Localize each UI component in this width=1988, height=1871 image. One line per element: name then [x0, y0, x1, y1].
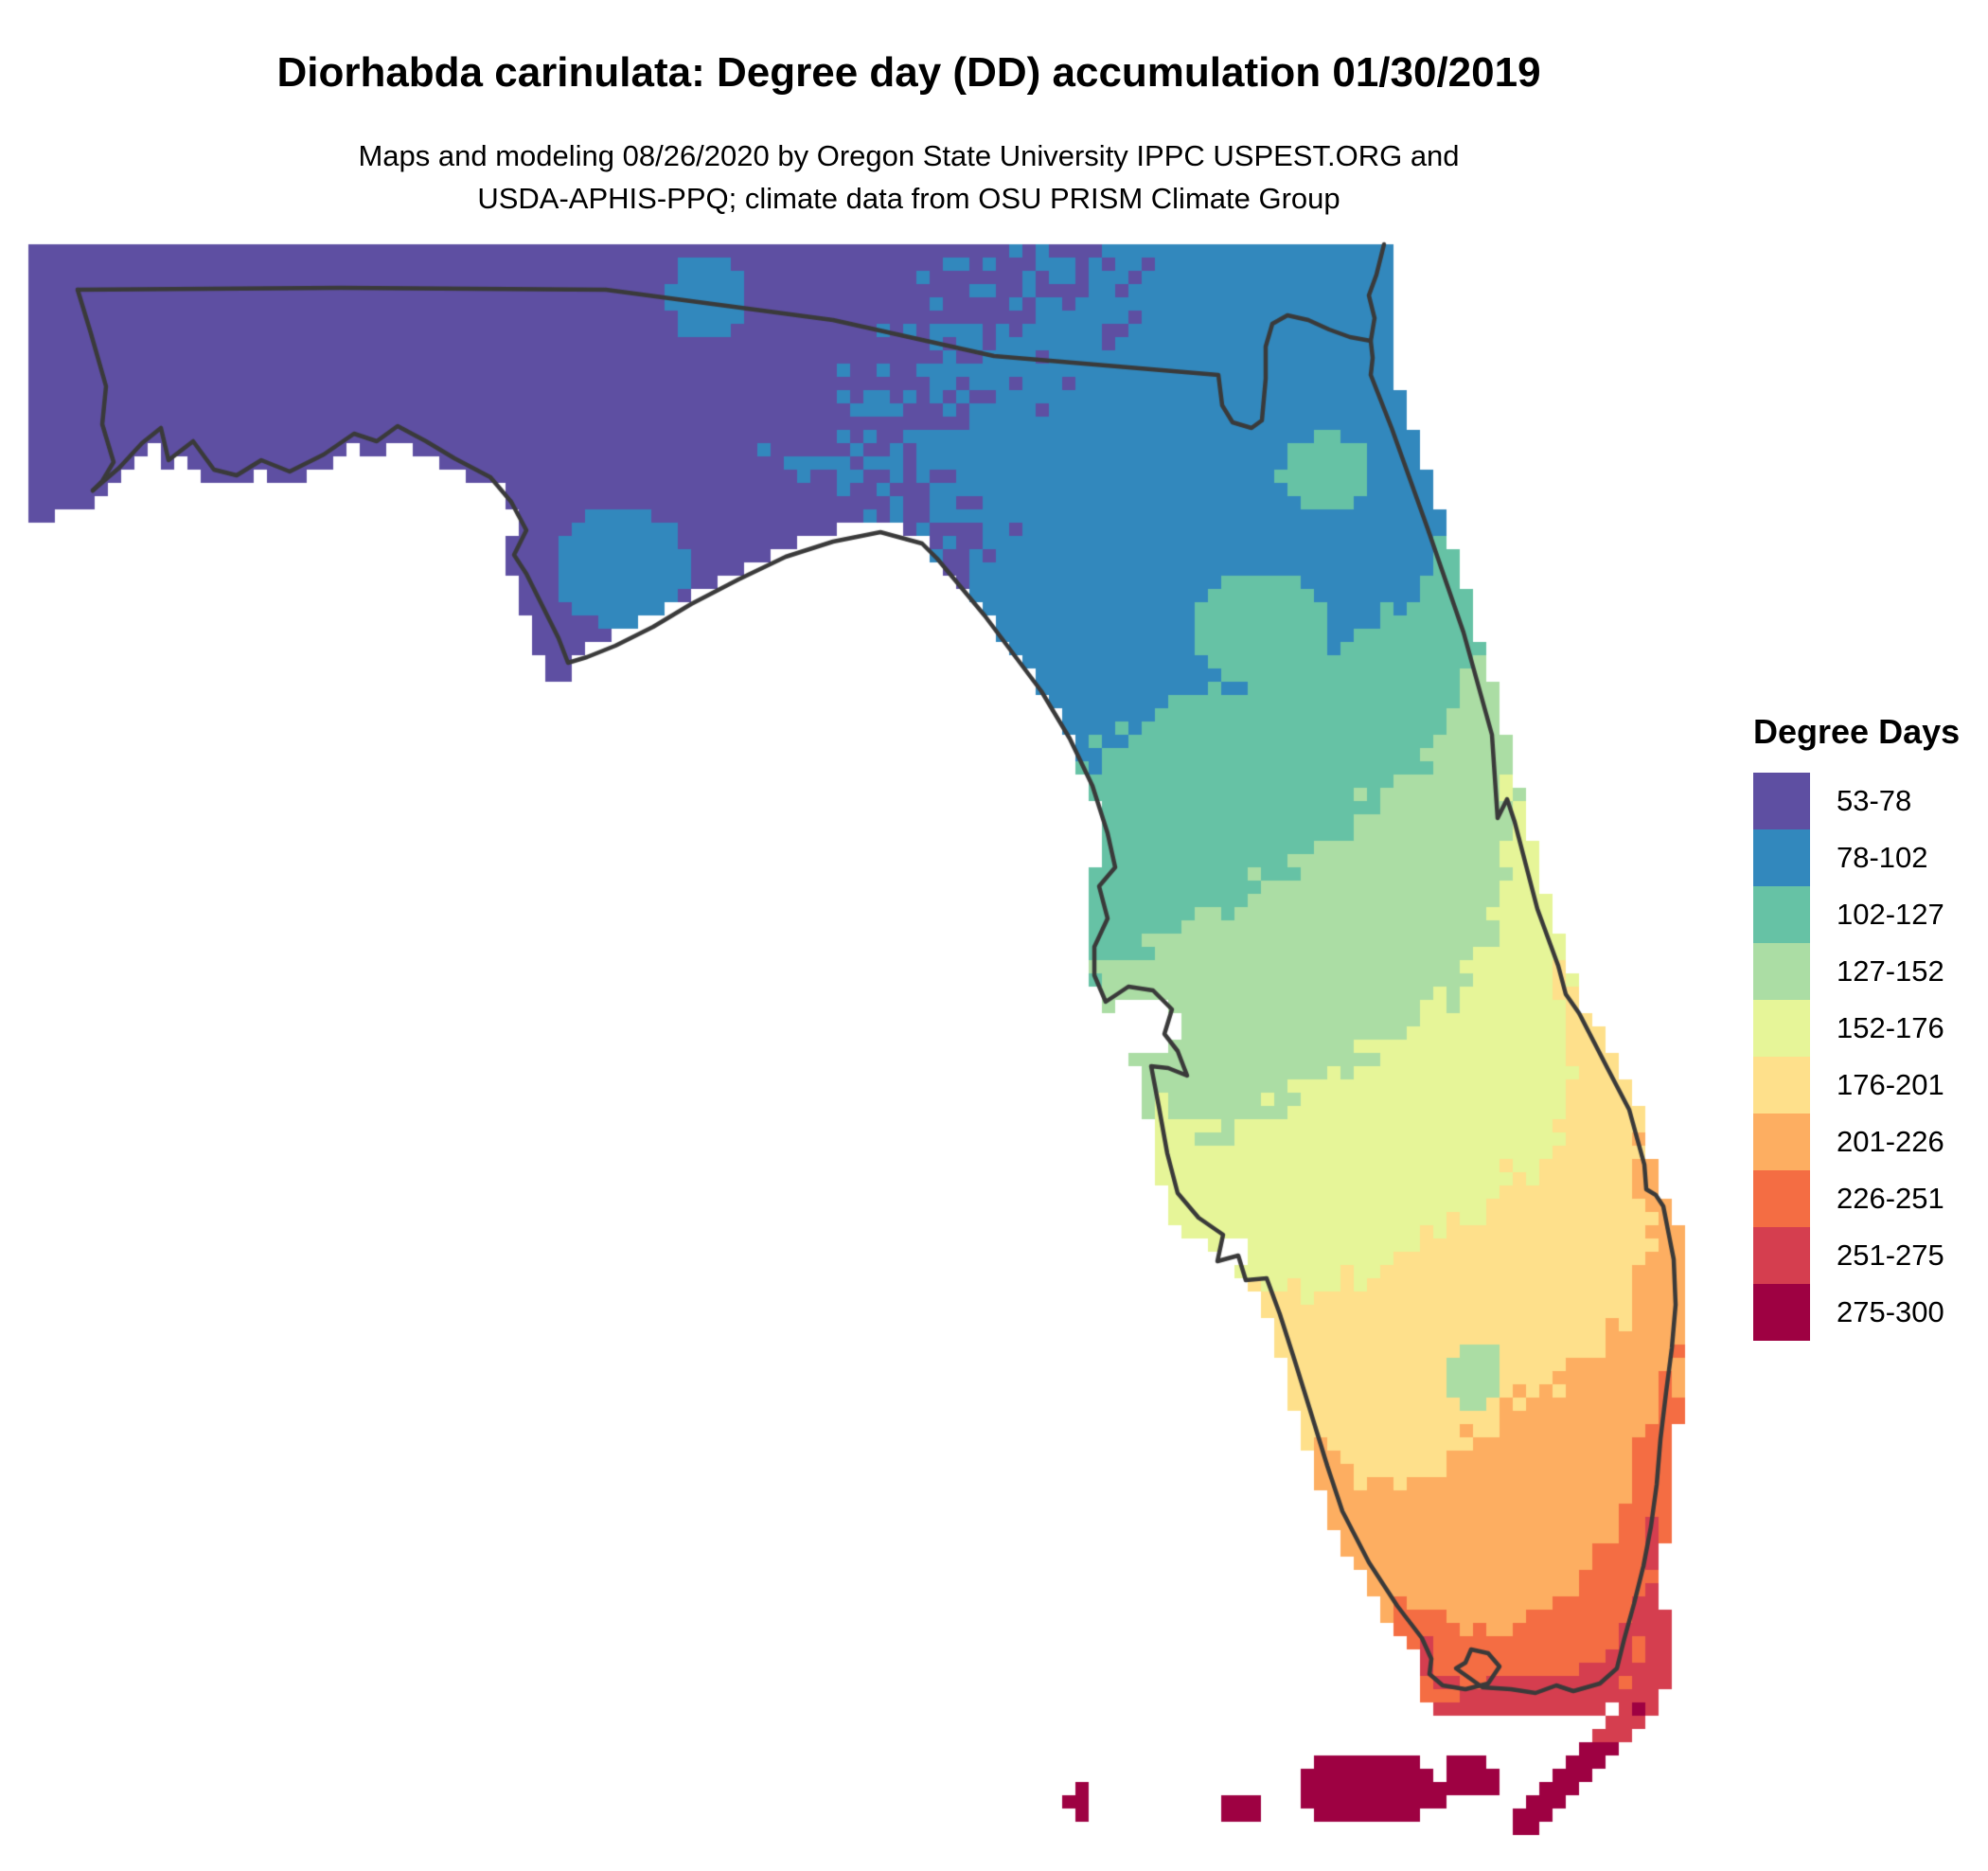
legend-color-swatch: [1753, 1227, 1810, 1284]
legend-row: 102-127: [1753, 886, 1980, 943]
legend-title: Degree Days: [1753, 712, 1961, 751]
legend-class-label: 176-201: [1837, 1068, 1944, 1101]
figure-subtitle: Maps and modeling 08/26/2020 by Oregon S…: [0, 134, 1818, 220]
legend-row: 53-78: [1753, 773, 1980, 829]
legend-row: 176-201: [1753, 1057, 1980, 1114]
legend-row: 226-251: [1753, 1170, 1980, 1227]
legend-class-label: 275-300: [1837, 1295, 1944, 1328]
legend-color-swatch: [1753, 773, 1810, 829]
legend-class-label: 201-226: [1837, 1125, 1944, 1158]
legend-row: 127-152: [1753, 943, 1980, 1000]
legend-row: 251-275: [1753, 1227, 1980, 1284]
legend-color-swatch: [1753, 1284, 1810, 1341]
legend-class-label: 152-176: [1837, 1011, 1944, 1044]
legend-color-swatch: [1753, 829, 1810, 886]
legend-class-label: 127-152: [1837, 954, 1944, 988]
legend-class-label: 78-102: [1837, 841, 1928, 874]
legend-color-swatch: [1753, 943, 1810, 1000]
legend-row: 152-176: [1753, 1000, 1980, 1057]
legend-class-label: 102-127: [1837, 898, 1944, 931]
legend-row: 275-300: [1753, 1284, 1980, 1341]
legend-class-label: 53-78: [1837, 784, 1912, 817]
legend-rows: 53-78 78-102 102-127 127-152 152-176 176-201 2…: [1753, 773, 1980, 1341]
legend-class-label: 251-275: [1837, 1238, 1944, 1272]
legend-color-swatch: [1753, 1170, 1810, 1227]
figure-title: Diorhabda carinulata: Degree day (DD) ac…: [276, 49, 1541, 96]
subtitle-line-1: Maps and modeling 08/26/2020 by Oregon S…: [358, 139, 1460, 172]
legend-color-swatch: [1753, 1114, 1810, 1170]
legend-class-label: 226-251: [1837, 1182, 1944, 1215]
legend-row: 78-102: [1753, 829, 1980, 886]
legend-row: 201-226: [1753, 1114, 1980, 1170]
legend: Degree Days 53-78 78-102 102-127 127-152 152…: [1753, 710, 1980, 1341]
subtitle-line-2: USDA-APHIS-PPQ; climate data from OSU PR…: [477, 182, 1340, 215]
legend-color-swatch: [1753, 1057, 1810, 1114]
legend-color-swatch: [1753, 886, 1810, 943]
legend-color-swatch: [1753, 1000, 1810, 1057]
